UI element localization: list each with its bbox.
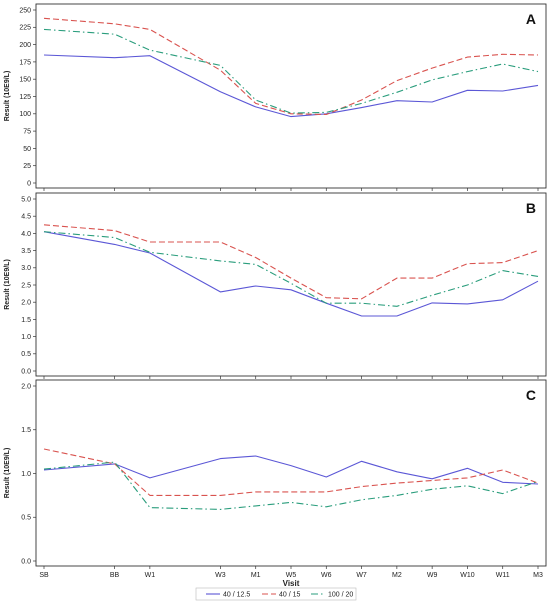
y-tick-label: 25 <box>23 163 31 170</box>
legend-label: 40 / 15 <box>279 592 301 599</box>
series-line-40-15 <box>43 448 539 496</box>
y-tick-label: 0 <box>27 180 31 187</box>
panel-b: 0.0 0.5 1.0 1.5 2.0 2.5 3.0 3.5 4.0 4.5 5.0 Result … <box>4 192 547 379</box>
plot-frame <box>35 379 547 567</box>
series-line-100-20 <box>43 28 539 114</box>
x-tick-label: W11 <box>496 572 510 579</box>
x-tick-label: M2 <box>392 572 402 579</box>
y-tick-label: 3.0 <box>21 265 31 272</box>
y-tick-label: 3.5 <box>21 248 31 255</box>
series-line-40-12-5 <box>43 455 539 485</box>
y-tick-label: 0.5 <box>21 515 31 522</box>
y-tick-label: 225 <box>19 25 31 32</box>
y-tick-label: 50 <box>23 146 31 153</box>
y-tick-label: 100 <box>19 111 31 118</box>
y-tick-label: 0.0 <box>21 558 31 565</box>
panel-letter: C <box>526 387 536 403</box>
y-tick-label: 2.0 <box>21 300 31 307</box>
legend: 40 / 12.5 40 / 15 100 / 20 <box>195 587 357 601</box>
x-tick-label: SB <box>39 572 49 579</box>
x-tick-label: W6 <box>321 572 332 579</box>
x-tick-label: W5 <box>286 572 297 579</box>
y-tick-label: 250 <box>19 7 31 14</box>
y-tick-label: 4.5 <box>21 214 31 221</box>
x-tick-label: W9 <box>427 572 438 579</box>
x-tick-label: M3 <box>533 572 543 579</box>
y-tick-label: 75 <box>23 129 31 136</box>
y-tick-label: 4.0 <box>21 231 31 238</box>
y-tick-label: 2.5 <box>21 282 31 289</box>
panel-a: 0 25 50 75 100 125 150 175 200 225 250 Result (10E9… <box>4 3 547 191</box>
x-tick-label: W10 <box>460 572 475 579</box>
series-line-40-15 <box>43 224 539 300</box>
legend-label: 100 / 20 <box>328 592 353 599</box>
y-tick-label: 1.5 <box>21 317 31 324</box>
x-axis-label: Visit <box>283 579 300 588</box>
x-tick-label: W3 <box>215 572 226 579</box>
series-line-40-12-5 <box>43 54 539 118</box>
panel-c: 0.0 0.5 1.0 1.5 2.0 Result (10E9/L) C SB BB W1 W3 M… <box>4 379 547 588</box>
series-line-100-20 <box>43 231 539 307</box>
y-axis-label: Result (10E9/L) <box>4 259 11 310</box>
x-tick-label: W1 <box>145 572 156 579</box>
series-line-40-15 <box>43 17 539 116</box>
series-line-40-12-5 <box>43 231 539 317</box>
y-tick-label: 5.0 <box>21 196 31 203</box>
y-tick-label: 2.0 <box>21 383 31 390</box>
x-tick-label: BB <box>110 572 120 579</box>
series-line-100-20 <box>43 461 539 510</box>
y-tick-label: 0.0 <box>21 368 31 375</box>
plot-frame <box>35 3 547 189</box>
panel-letter: A <box>526 11 536 27</box>
y-tick-label: 200 <box>19 42 31 49</box>
y-tick-label: 1.5 <box>21 427 31 434</box>
plot-frame <box>35 192 547 377</box>
x-tick-label: W7 <box>356 572 367 579</box>
y-tick-label: 0.5 <box>21 351 31 358</box>
y-tick-label: 150 <box>19 77 31 84</box>
x-tick-label: M1 <box>251 572 261 579</box>
y-axis-label: Result (10E9/L) <box>4 448 11 499</box>
panel-letter: B <box>526 200 536 216</box>
y-tick-label: 1.0 <box>21 471 31 478</box>
y-axis-label: Result (10E9/L) <box>4 71 11 122</box>
y-tick-label: 125 <box>19 94 31 101</box>
y-tick-label: 1.0 <box>21 334 31 341</box>
y-tick-label: 175 <box>19 59 31 66</box>
legend-label: 40 / 12.5 <box>223 592 250 599</box>
